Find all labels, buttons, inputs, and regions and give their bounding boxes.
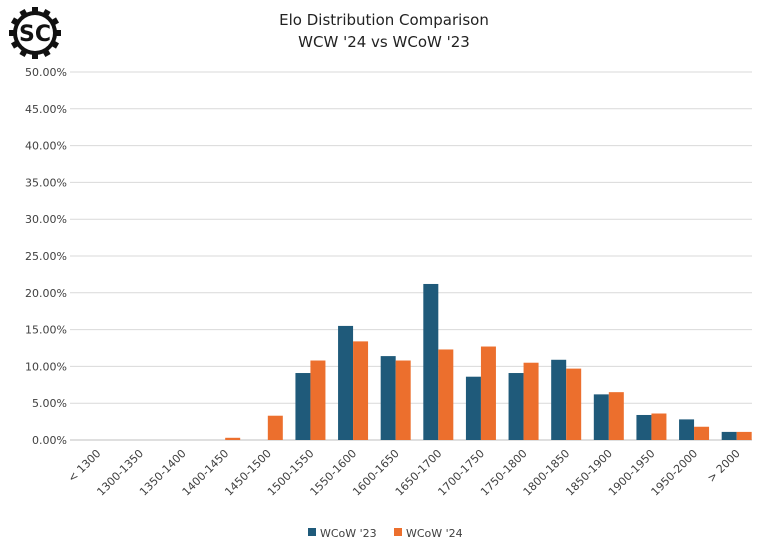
bar-wcow24 (395, 360, 411, 440)
x-tick-label: 1950-2000 (649, 447, 701, 499)
y-tick-label: 30.00% (25, 213, 67, 226)
logo-text: SC (19, 22, 51, 47)
y-tick-label: 10.00% (25, 360, 67, 373)
bar-wcow23 (551, 359, 567, 440)
bar-wcow23 (636, 414, 652, 440)
bar-wcow23 (679, 419, 695, 440)
bar-wcow23 (721, 431, 737, 440)
y-tick-label: 15.00% (25, 324, 67, 337)
chart-subtitle: WCW '24 vs WCoW '23 (298, 33, 470, 51)
bar-wcow24 (480, 346, 496, 440)
grid-lines (70, 71, 752, 441)
bar-wcow24 (736, 431, 752, 440)
y-tick-label: 45.00% (25, 103, 67, 116)
bar-wcow24 (267, 415, 283, 440)
x-tick-label: < 1300 (65, 447, 103, 485)
x-axis-ticks: < 13001300-13501350-14001400-14501450-15… (65, 447, 742, 499)
legend-swatch (394, 528, 402, 536)
bar-wcow23 (593, 394, 609, 440)
chart-title: Elo Distribution Comparison (279, 11, 489, 29)
x-tick-label: > 2000 (705, 447, 743, 485)
y-tick-label: 25.00% (25, 250, 67, 263)
bar-wcow23 (423, 283, 439, 440)
y-axis-ticks: 0.00% 5.00% 10.00% 15.00% 20.00% 25.00% 30.00%… (25, 66, 67, 447)
bar-wcow24 (310, 360, 326, 440)
y-tick-label: 35.00% (25, 176, 67, 189)
bar-wcow24 (353, 341, 369, 440)
bar-wcow24 (608, 392, 624, 440)
legend-label: WCoW '24 (406, 527, 463, 540)
bar-wcow24 (523, 362, 539, 440)
legend-swatch (308, 528, 316, 536)
bar-wcow23 (295, 373, 311, 440)
bar-wcow24 (438, 349, 454, 440)
bar-wcow23 (380, 356, 396, 440)
bar-wcow23 (465, 376, 481, 440)
legend-label: WCoW '23 (320, 527, 377, 540)
sc-logo: SC (9, 7, 61, 59)
y-tick-label: 0.00% (32, 434, 67, 447)
y-tick-label: 50.00% (25, 66, 67, 79)
bars-group (225, 283, 752, 440)
bar-wcow24 (651, 413, 667, 440)
bar-wcow24 (225, 437, 241, 440)
legend: WCoW '23 WCoW '24 (308, 527, 463, 540)
y-tick-label: 5.00% (32, 397, 67, 410)
y-tick-label: 40.00% (25, 140, 67, 153)
bar-wcow23 (338, 325, 354, 440)
bar-wcow24 (566, 368, 582, 440)
bar-wcow23 (508, 373, 524, 440)
bar-wcow24 (694, 426, 710, 440)
y-tick-label: 20.00% (25, 287, 67, 300)
